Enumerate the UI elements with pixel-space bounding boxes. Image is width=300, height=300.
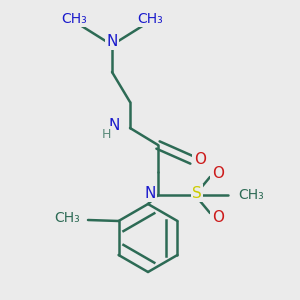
Text: H: H: [101, 128, 111, 140]
Text: O: O: [212, 166, 224, 181]
Text: O: O: [194, 152, 206, 167]
Text: N: N: [108, 118, 120, 133]
Text: S: S: [192, 185, 202, 200]
Text: N: N: [144, 185, 156, 200]
Text: CH₃: CH₃: [137, 12, 163, 26]
Text: CH₃: CH₃: [238, 188, 264, 202]
Text: N: N: [106, 34, 118, 49]
Text: CH₃: CH₃: [54, 211, 80, 225]
Text: O: O: [212, 209, 224, 224]
Text: CH₃: CH₃: [61, 12, 87, 26]
